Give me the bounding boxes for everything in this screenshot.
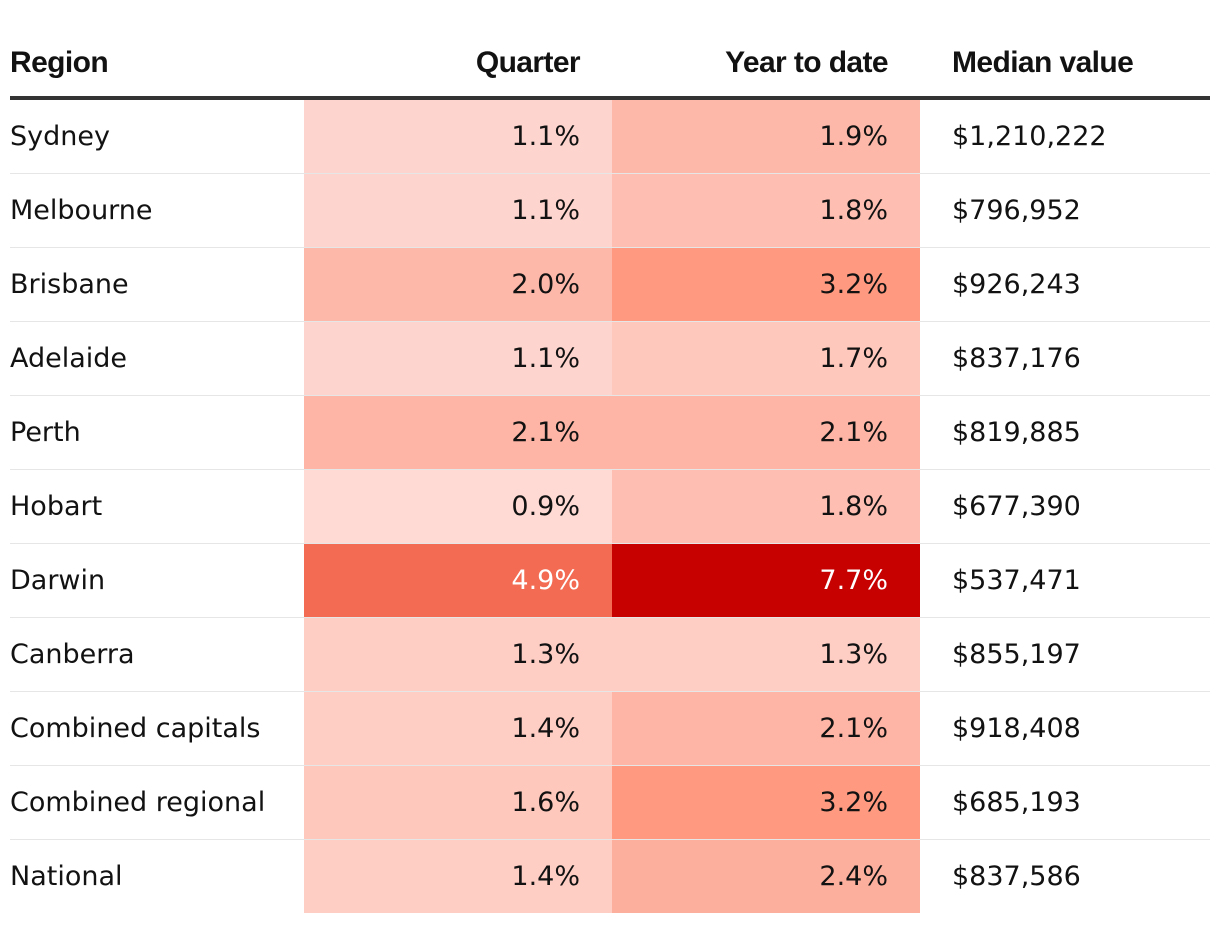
region-cell: Melbourne	[10, 173, 304, 248]
region-cell: Combined regional	[10, 765, 304, 840]
quarter-cell: 1.4%	[304, 691, 612, 766]
median-value-cell: $677,390	[920, 469, 1210, 544]
region-cell: Combined capitals	[10, 691, 304, 766]
quarter-cell: 0.9%	[304, 469, 612, 544]
quarter-cell: 1.1%	[304, 173, 612, 248]
table-row: Adelaide 1.1% 1.7% $837,176	[10, 321, 1210, 396]
year-to-date-cell: 1.8%	[612, 469, 920, 544]
table-header-row: Region Quarter Year to date Median value	[10, 30, 1210, 100]
table-row: Sydney 1.1% 1.9% $1,210,222	[10, 98, 1210, 174]
quarter-cell: 2.0%	[304, 247, 612, 322]
region-cell: National	[10, 861, 123, 892]
quarter-cell: 1.4%	[304, 839, 612, 913]
table-row: Melbourne 1.1% 1.8% $796,952	[10, 173, 1210, 248]
table-row: Canberra 1.3% 1.3% $855,197	[10, 617, 1210, 692]
median-value-cell: $837,176	[920, 321, 1210, 396]
quarter-cell: 4.9%	[304, 543, 612, 618]
quarter-cell: 1.3%	[304, 617, 612, 692]
region-cell: Hobart	[10, 469, 304, 544]
heatmap-table-container: Region Quarter Year to date Median value…	[10, 30, 1210, 913]
quarter-cell: 1.6%	[304, 765, 612, 840]
year-to-date-cell: 2.4%	[612, 839, 920, 913]
region-cell: Sydney	[10, 98, 304, 174]
median-value-cell: $819,885	[920, 395, 1210, 470]
column-header-region: Region	[10, 30, 304, 100]
heatmap-table: Region Quarter Year to date Median value…	[10, 30, 1210, 913]
region-cell: Adelaide	[10, 321, 304, 396]
year-to-date-cell: 2.1%	[612, 691, 920, 766]
median-value-cell: $1,210,222	[920, 98, 1210, 174]
table-row: Hobart 0.9% 1.8% $677,390	[10, 469, 1210, 544]
quarter-cell: 1.1%	[304, 321, 612, 396]
column-header-year-to-date: Year to date	[612, 30, 920, 100]
year-to-date-cell: 1.8%	[612, 173, 920, 248]
median-value-cell: $855,197	[920, 617, 1210, 692]
table-row: Darwin 4.9% 7.7% $537,471	[10, 543, 1210, 618]
median-value-cell: $918,408	[920, 691, 1210, 766]
year-to-date-cell: 3.2%	[612, 765, 920, 840]
table-body: Sydney 1.1% 1.9% $1,210,222 Melbourne 1.1% 1.8…	[10, 98, 1210, 913]
year-to-date-cell: 3.2%	[612, 247, 920, 322]
quarter-cell: 2.1%	[304, 395, 612, 470]
median-value-cell: $685,193	[920, 765, 1210, 840]
region-cell: Darwin	[10, 543, 304, 618]
year-to-date-cell: 7.7%	[612, 543, 920, 618]
column-header-median-value: Median value	[920, 30, 1210, 100]
table-row: Perth 2.1% 2.1% $819,885	[10, 395, 1210, 470]
table-row: Combined regional 1.6% 3.2% $685,193	[10, 765, 1210, 840]
table-row: National 1.4% 2.4% $837,586	[10, 839, 1210, 913]
median-value-cell: $926,243	[920, 247, 1210, 322]
year-to-date-cell: 1.7%	[612, 321, 920, 396]
median-value-cell: $537,471	[920, 543, 1210, 618]
region-cell: Canberra	[10, 617, 304, 692]
table-row: Brisbane 2.0% 3.2% $926,243	[10, 247, 1210, 322]
region-cell: Brisbane	[10, 247, 304, 322]
year-to-date-cell: 1.3%	[612, 617, 920, 692]
year-to-date-cell: 1.9%	[612, 98, 920, 174]
column-header-quarter: Quarter	[304, 30, 612, 100]
table-row: Combined capitals 1.4% 2.1% $918,408	[10, 691, 1210, 766]
median-value-cell: $837,586	[952, 861, 1081, 892]
quarter-cell: 1.1%	[304, 98, 612, 174]
region-cell: Perth	[10, 395, 304, 470]
median-value-cell: $796,952	[920, 173, 1210, 248]
year-to-date-cell: 2.1%	[612, 395, 920, 470]
